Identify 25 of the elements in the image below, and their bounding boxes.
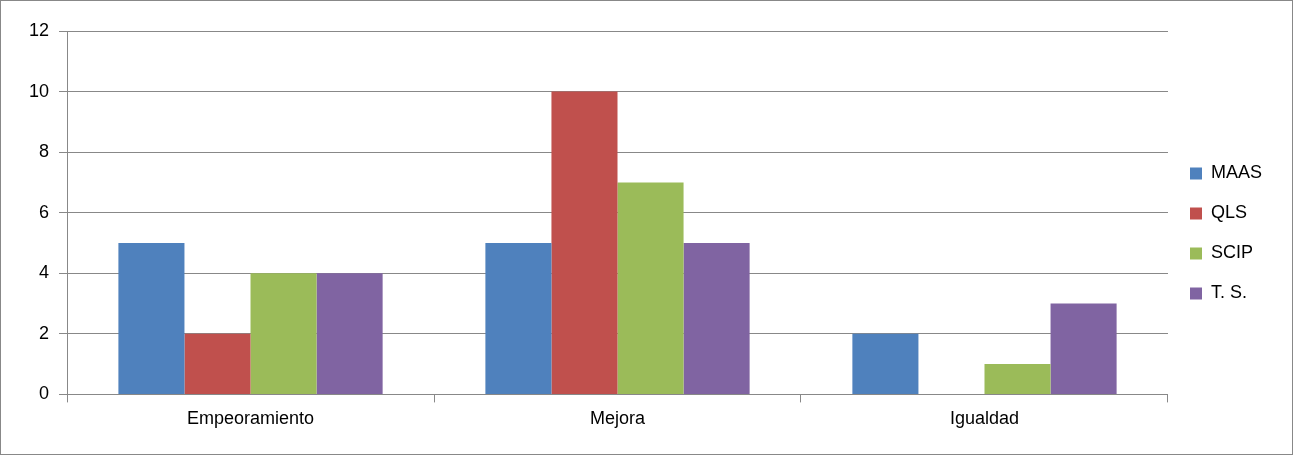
bar <box>551 91 618 394</box>
x-tick-label: Igualdad <box>949 408 1020 429</box>
bar <box>316 273 383 394</box>
bar <box>1050 303 1117 394</box>
y-tick-label: 8 <box>39 141 50 162</box>
bar <box>683 242 750 394</box>
legend-label: MAAS <box>1210 162 1262 183</box>
y-tick-label: 4 <box>39 262 50 283</box>
bar <box>184 333 251 394</box>
y-tick-label: 2 <box>39 322 50 343</box>
bar <box>485 242 552 394</box>
x-tick-label: Empeoramiento <box>186 408 315 429</box>
bar <box>984 364 1051 394</box>
y-tick-label: 10 <box>28 80 50 101</box>
x-tick-label: Mejora <box>589 408 646 429</box>
bar <box>852 333 919 394</box>
legend-label: QLS <box>1210 202 1248 223</box>
y-tick-label: 12 <box>28 19 50 40</box>
bar <box>250 273 317 394</box>
legend-label: T. S. <box>1210 282 1247 303</box>
bar <box>118 242 185 394</box>
bar <box>617 182 684 394</box>
y-tick-label: 6 <box>39 201 50 222</box>
legend-label: SCIP <box>1210 242 1253 263</box>
y-tick-label: 0 <box>39 383 50 404</box>
